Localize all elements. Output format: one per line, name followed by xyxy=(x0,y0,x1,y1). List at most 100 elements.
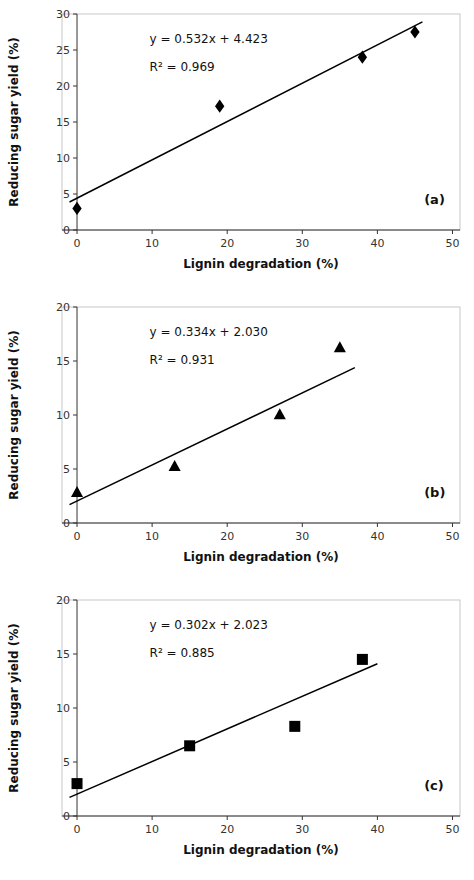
x-axis-label: Lignin degradation (%) xyxy=(183,843,339,857)
marks xyxy=(70,22,423,215)
x-tick-label: 10 xyxy=(145,823,159,836)
x-tick-label: 0 xyxy=(74,530,81,543)
y-tick xyxy=(73,762,77,763)
plot-frame xyxy=(62,14,460,230)
y-tick-label: 20 xyxy=(56,301,70,314)
data-point xyxy=(169,460,181,471)
x-tick xyxy=(302,816,303,820)
x-axis-label: Lignin degradation (%) xyxy=(183,550,339,564)
x-axis-label: Lignin degradation (%) xyxy=(183,257,339,271)
panel: 0510152001020304050Lignin degradation (%… xyxy=(7,301,460,564)
y-tick-label: 15 xyxy=(56,116,70,129)
data-point xyxy=(334,341,346,352)
x-tick xyxy=(152,230,153,234)
x-tick xyxy=(377,230,378,234)
marks xyxy=(70,341,355,505)
y-tick-label: 10 xyxy=(56,702,70,715)
x-tick-label: 40 xyxy=(370,530,384,543)
y-tick xyxy=(73,415,77,416)
y-tick-label: 5 xyxy=(63,463,70,476)
x-tick-label: 30 xyxy=(295,530,309,543)
y-tick-label: 15 xyxy=(56,648,70,661)
x-tick xyxy=(452,523,453,527)
x-tick xyxy=(227,523,228,527)
y-tick xyxy=(73,50,77,51)
annotation: R² = 0.931 xyxy=(150,353,215,367)
data-point xyxy=(72,202,81,215)
x-tick xyxy=(77,816,78,820)
panel-label: (c) xyxy=(424,778,444,793)
y-tick xyxy=(73,86,77,87)
x-tick xyxy=(152,816,153,820)
y-tick-label: 30 xyxy=(56,8,70,21)
panel-label: (b) xyxy=(424,485,445,500)
y-tick-label: 15 xyxy=(56,355,70,368)
data-point xyxy=(71,486,83,497)
y-tick xyxy=(73,194,77,195)
x-tick-label: 50 xyxy=(445,823,459,836)
annotation: y = 0.532x + 4.423 xyxy=(150,32,268,46)
y-axis-label: Reducing sugar yield (%) xyxy=(7,37,21,206)
x-tick-label: 30 xyxy=(295,237,309,250)
y-tick xyxy=(73,816,77,817)
y-tick xyxy=(73,600,77,601)
x-axis-line xyxy=(62,816,460,817)
figure: 05101520253001020304050Lignin degradatio… xyxy=(0,0,474,880)
y-axis-label: Reducing sugar yield (%) xyxy=(7,623,21,792)
x-tick xyxy=(452,816,453,820)
annotation: y = 0.302x + 2.023 xyxy=(150,618,268,632)
x-tick xyxy=(452,230,453,234)
x-tick xyxy=(302,230,303,234)
x-axis-line xyxy=(62,230,460,231)
y-tick-label: 10 xyxy=(56,152,70,165)
regression-line xyxy=(70,22,423,202)
y-tick-label: 0 xyxy=(63,224,70,237)
y-tick xyxy=(73,14,77,15)
annotation: y = 0.334x + 2.030 xyxy=(150,325,268,339)
data-point xyxy=(215,100,224,113)
x-tick-label: 40 xyxy=(370,823,384,836)
x-tick-label: 20 xyxy=(220,823,234,836)
x-tick-label: 30 xyxy=(295,823,309,836)
y-tick xyxy=(73,122,77,123)
x-tick xyxy=(227,230,228,234)
background xyxy=(0,0,474,880)
x-tick-label: 50 xyxy=(445,530,459,543)
data-point xyxy=(289,721,300,732)
x-axis-line xyxy=(62,523,460,524)
x-tick-label: 0 xyxy=(74,823,81,836)
x-tick xyxy=(152,523,153,527)
y-tick xyxy=(73,708,77,709)
y-tick xyxy=(73,654,77,655)
y-tick xyxy=(73,523,77,524)
x-tick-label: 10 xyxy=(145,530,159,543)
data-point xyxy=(357,654,368,665)
annotation: R² = 0.885 xyxy=(150,646,215,660)
x-tick-label: 20 xyxy=(220,237,234,250)
data-point xyxy=(274,408,286,419)
y-axis-label: Reducing sugar yield (%) xyxy=(7,330,21,499)
y-tick xyxy=(73,469,77,470)
x-tick xyxy=(377,523,378,527)
x-tick-label: 0 xyxy=(74,237,81,250)
y-tick xyxy=(73,307,77,308)
x-tick xyxy=(77,523,78,527)
data-point xyxy=(184,740,195,751)
panel: 0510152001020304050Lignin degradation (%… xyxy=(7,594,460,857)
data-point xyxy=(358,51,367,64)
y-tick-label: 20 xyxy=(56,594,70,607)
panel: 05101520253001020304050Lignin degradatio… xyxy=(7,8,460,271)
y-tick-label: 10 xyxy=(56,409,70,422)
y-tick-label: 0 xyxy=(63,810,70,823)
y-tick xyxy=(73,158,77,159)
x-tick-label: 40 xyxy=(370,237,384,250)
y-tick xyxy=(73,230,77,231)
x-tick-label: 10 xyxy=(145,237,159,250)
y-tick xyxy=(73,361,77,362)
plot-frame xyxy=(62,307,460,523)
x-tick xyxy=(377,816,378,820)
y-tick-label: 20 xyxy=(56,80,70,93)
regression-line xyxy=(70,664,378,798)
panel-label: (a) xyxy=(424,192,445,207)
plot-frame xyxy=(62,600,460,816)
